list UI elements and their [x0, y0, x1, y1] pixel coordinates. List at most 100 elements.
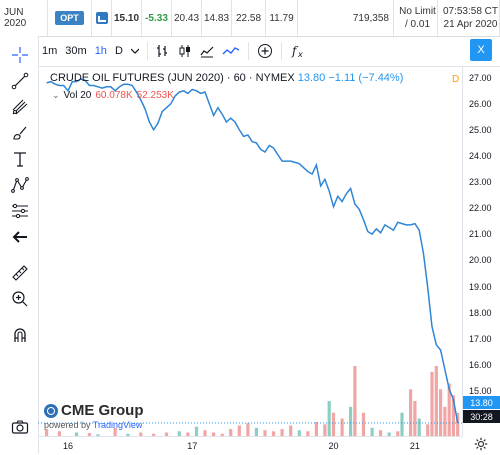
- price-tick-label: 27.00: [469, 73, 492, 83]
- crosshair-icon[interactable]: [9, 44, 31, 66]
- toolbar-divider: [280, 42, 282, 60]
- volume-bar: [246, 423, 250, 436]
- camera-icon[interactable]: [9, 416, 31, 438]
- interval-30m-button[interactable]: 30m: [65, 45, 87, 57]
- price-tick-label: 17.00: [469, 333, 492, 344]
- compare-add-icon[interactable]: [253, 39, 277, 63]
- arrow-left-icon[interactable]: [9, 226, 31, 248]
- volume-bar: [417, 418, 421, 436]
- volume-bar: [331, 412, 336, 436]
- brush-icon[interactable]: [9, 122, 31, 144]
- tradingview-link[interactable]: TradingView: [92, 420, 143, 430]
- time-axis[interactable]: 16 17 20 21: [38, 436, 462, 455]
- price-chart[interactable]: [38, 66, 462, 436]
- options-badge[interactable]: OPT: [48, 0, 92, 36]
- volume-bar: [126, 433, 130, 436]
- volume-bar: [113, 427, 117, 436]
- volume-bar: [409, 389, 413, 436]
- time-line2: 21 Apr 2020: [443, 19, 498, 30]
- price-tick-label: 15.00: [469, 385, 492, 396]
- volume-bar: [370, 427, 374, 436]
- high-price: 22.58: [232, 0, 266, 36]
- collapse-chevron-icon[interactable]: ⌄: [52, 90, 60, 100]
- prior-price: 11.79: [266, 0, 298, 36]
- line-style-icon[interactable]: [218, 39, 244, 63]
- price-axis[interactable]: 27.00 26.00 25.00 24.00 23.00 22.00 21.00 20.00…: [462, 66, 500, 436]
- volume-value-1: 60.078K: [95, 90, 133, 101]
- price-tick-label: 22.00: [469, 203, 492, 214]
- volume-bar: [361, 412, 366, 436]
- volume-bar: [349, 406, 353, 436]
- volume-bar: [379, 430, 383, 436]
- chart-icon-cell[interactable]: [92, 0, 112, 36]
- price-tick-label: 24.00: [469, 151, 492, 162]
- volume-bar: [447, 383, 451, 436]
- prediction-tools-icon[interactable]: [9, 200, 31, 222]
- volume-bar: [451, 395, 455, 436]
- volume-bar: [413, 401, 417, 436]
- close-button[interactable]: X: [470, 39, 492, 61]
- volume-bar: [280, 429, 284, 436]
- settings-gear-icon[interactable]: [474, 437, 488, 454]
- interval-1m-button[interactable]: 1m: [42, 45, 58, 57]
- cme-branding: CME Group powered by TradingView: [44, 402, 144, 430]
- last-price: 15.10: [112, 0, 142, 36]
- price-tick-label: 21.00: [469, 229, 492, 240]
- text-tool-icon[interactable]: [9, 148, 31, 170]
- low-price: 14.83: [202, 0, 232, 36]
- limit-info: No Limit / 0.01: [394, 0, 438, 36]
- time-line1: 07:53:58 CT: [442, 6, 499, 17]
- volume-bar: [177, 431, 181, 436]
- magnet-icon[interactable]: [9, 324, 31, 346]
- symbol-title: CRUDE OIL FUTURES (JUN 2020) · 60 · NYME…: [50, 72, 295, 84]
- dividend-badge: D: [452, 74, 460, 85]
- volume-bar: [306, 431, 310, 436]
- powered-by: powered by TradingView: [44, 420, 143, 430]
- ruler-icon[interactable]: [9, 262, 31, 284]
- pattern-icon[interactable]: [9, 174, 31, 196]
- area-style-icon[interactable]: [196, 39, 218, 63]
- time-tick-label: 16: [63, 441, 74, 451]
- volume-bar: [327, 401, 331, 436]
- legend-price: 13.80: [297, 72, 326, 84]
- volume-bar: [220, 433, 224, 436]
- volume-bar: [87, 433, 91, 436]
- chart-legend: CRUDE OIL FUTURES (JUN 2020) · 60 · NYME…: [50, 72, 403, 84]
- price-series-line: [46, 78, 459, 424]
- volume-bar: [439, 389, 443, 436]
- time-tick-label: 20: [328, 441, 339, 451]
- volume-label: Vol 20: [63, 90, 92, 101]
- volume-bar: [340, 418, 344, 436]
- volume-bar: [194, 426, 199, 436]
- interval-dropdown-chevron-icon[interactable]: [127, 39, 143, 63]
- pitchfork-icon[interactable]: [9, 96, 31, 118]
- zoom-in-icon[interactable]: [9, 288, 31, 310]
- candle-style-icon[interactable]: [174, 39, 196, 63]
- volume-bar: [396, 431, 400, 436]
- toolbar-divider: [146, 42, 148, 60]
- bar-style-icon[interactable]: [152, 39, 174, 63]
- volume-value: 719,358: [298, 0, 394, 36]
- time-tick-label: 17: [187, 441, 198, 451]
- price-tick-label: 19.00: [469, 281, 492, 292]
- opt-label[interactable]: OPT: [55, 11, 84, 25]
- interval-1h-button[interactable]: 1h: [94, 45, 107, 57]
- price-tick-label: 26.00: [469, 99, 492, 110]
- volume-bar: [443, 406, 447, 436]
- chart-icon[interactable]: [95, 12, 108, 24]
- volume-bar: [430, 371, 434, 436]
- update-time: 07:53:58 CT 21 Apr 2020: [438, 0, 500, 36]
- cme-logo: CME Group: [44, 402, 144, 419]
- interval-d-button[interactable]: D: [114, 45, 123, 57]
- price-tick-label: 20.00: [469, 255, 492, 266]
- volume-bar: [57, 431, 61, 436]
- volume-bar: [323, 424, 327, 436]
- volume-bar: [263, 430, 267, 436]
- volume-bar: [74, 432, 79, 436]
- volume-bar: [434, 366, 438, 436]
- volume-bar: [152, 433, 156, 436]
- volume-value-2: 52.253K: [136, 90, 174, 101]
- trend-line-icon[interactable]: [9, 70, 31, 92]
- limit-line2: / 0.01: [404, 19, 431, 30]
